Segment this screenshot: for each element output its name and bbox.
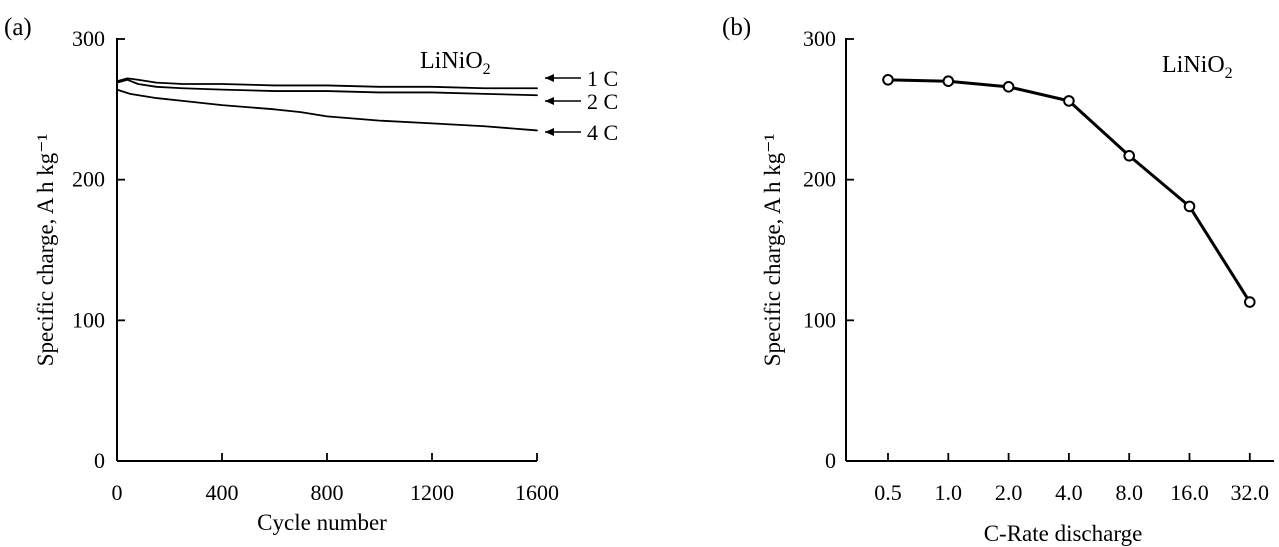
panel-a-x-axis-title: Cycle number: [257, 510, 387, 535]
panel-b-series-group: [882, 73, 1256, 308]
panel-b-data-point: [1244, 296, 1256, 308]
panel-b-compound-label: LiNiO2: [1162, 52, 1233, 82]
panel-b-data-point: [942, 75, 955, 87]
panel-b-y-tick-label: 0: [825, 448, 836, 473]
panel-a-y-tick-label: 200: [72, 167, 105, 192]
panel-b-y-tick-label: 100: [803, 307, 836, 332]
panel-b-x-tick-label: 32.0: [1231, 480, 1270, 505]
panel-a: (a) Specific charge, A h kg⁻¹ Cycle numb…: [4, 14, 618, 535]
panel-b-data-point: [882, 73, 894, 86]
panel-b-x-tick-label: 0.5: [874, 480, 902, 505]
panel-a-label: (a): [4, 14, 32, 41]
panel-b-x-tick-label: 2.0: [995, 480, 1023, 505]
panel-a-series-arrowhead: [545, 74, 554, 82]
panel-a-series-label: 1 C: [587, 66, 618, 91]
panel-a-series-line: [116, 78, 538, 97]
panel-b-y-tick-label: 300: [803, 26, 836, 51]
panel-b-series-line: [886, 78, 1252, 304]
panel-a-series-group: 1 C2 C 4 C: [116, 66, 618, 145]
panel-a-series-label: 2 C: [587, 89, 618, 114]
panel-a-y-axis-title: Specific charge, A h kg⁻¹: [33, 134, 58, 367]
panel-a-x-tick-label: 0: [112, 480, 123, 505]
panel-a-series-line: [116, 88, 538, 132]
panel-a-axes: 0 100 200 300 0 400 800 1200 1600: [72, 26, 559, 505]
panel-a-y-tick-label: 100: [72, 307, 105, 332]
panel-b: (b) Specific charge, A h kg⁻¹ C-Rate dis…: [722, 14, 1274, 546]
panel-a-compound-label: LiNiO2: [420, 48, 491, 78]
panel-a-y-tick-label: 0: [94, 448, 105, 473]
panel-b-data-point: [1063, 95, 1075, 107]
panel-a-x-tick-label: 400: [206, 480, 239, 505]
panel-b-data-point: [1123, 149, 1135, 162]
panel-b-x-tick-label: 16.0: [1170, 480, 1209, 505]
panel-a-series-arrowhead: [545, 97, 554, 105]
panel-b-data-point: [1183, 200, 1196, 213]
panel-b-x-axis-title: C-Rate discharge: [984, 521, 1143, 546]
panel-a-series-arrowhead: [545, 128, 554, 136]
panel-a-series-label: 4 C: [587, 120, 618, 145]
panel-b-data-point: [1002, 81, 1015, 93]
panel-b-x-tick-label: 1.0: [935, 480, 963, 505]
panel-b-x-tick-label: 8.0: [1115, 480, 1143, 505]
panel-b-x-tick-label: 4.0: [1055, 480, 1083, 505]
panel-b-y-tick-label: 200: [803, 167, 836, 192]
panel-a-y-tick-label: 300: [72, 26, 105, 51]
panel-a-x-tick-label: 800: [311, 480, 344, 505]
panel-b-y-axis-title: Specific charge, A h kg⁻¹: [760, 134, 785, 367]
panel-a-x-tick-label: 1600: [515, 480, 559, 505]
panel-b-axes: 0 100 200 300 0.5 1.0 2.0 4.0 8.0 16.0 32.0: [803, 26, 1274, 505]
panel-a-x-tick-label: 1200: [410, 480, 454, 505]
panel-b-label: (b): [722, 14, 751, 41]
panel-a-series-line: [116, 77, 538, 90]
